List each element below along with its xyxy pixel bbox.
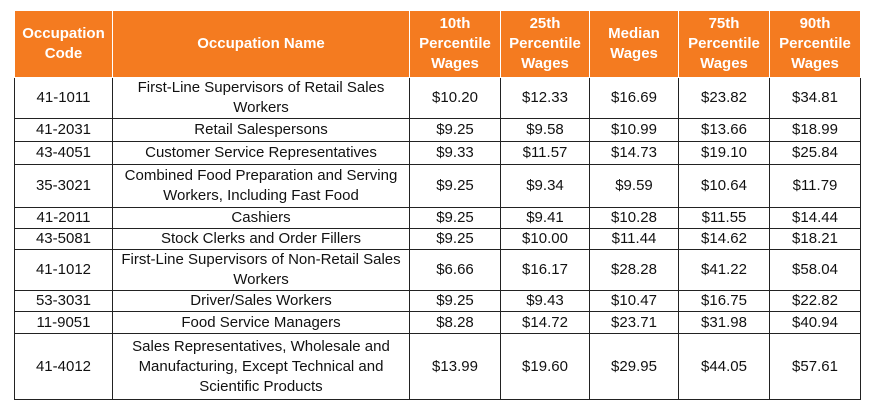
p10-wage-cell: $13.99 [409, 333, 501, 400]
p10-wage-cell: $9.33 [409, 141, 501, 165]
p90-wage-cell: $22.82 [769, 290, 861, 312]
p90-wage-cell: $18.99 [769, 118, 861, 142]
occupation-name-cell: Customer Service Representatives [112, 141, 410, 165]
p25-wage-cell: $10.00 [500, 228, 590, 250]
table-row: 43-4051 Customer Service Representatives $… [14, 141, 861, 165]
p90-wage-cell: $25.84 [769, 141, 861, 165]
header-median: Median Wages [589, 10, 679, 78]
p10-wage-cell: $6.66 [409, 249, 501, 291]
median-wage-cell: $10.99 [589, 118, 679, 142]
p25-wage-cell: $9.34 [500, 164, 590, 208]
occupation-name-cell: Retail Salespersons [112, 118, 410, 142]
table-row: 11-9051 Food Service Managers $8.28 $14.72 $… [14, 311, 861, 334]
median-wage-cell: $29.95 [589, 333, 679, 400]
table-row: 41-2011 Cashiers $9.25 $9.41 $10.28 $11.55 $14… [14, 207, 861, 229]
table-row: 35-3021 Combined Food Preparation and Ser… [14, 164, 861, 208]
table-body: 41-1011 First-Line Supervisors of Retail … [14, 77, 861, 400]
table-row: 43-5081 Stock Clerks and Order Fillers $9.… [14, 228, 861, 250]
header-90th-percentile: 90th Percentile Wages [769, 10, 861, 78]
occupation-name-cell: Sales Representatives, Wholesale and Man… [112, 333, 410, 400]
p10-wage-cell: $9.25 [409, 118, 501, 142]
p75-wage-cell: $16.75 [678, 290, 770, 312]
median-wage-cell: $23.71 [589, 311, 679, 334]
p10-wage-cell: $10.20 [409, 77, 501, 119]
p25-wage-cell: $16.17 [500, 249, 590, 291]
p75-wage-cell: $11.55 [678, 207, 770, 229]
p10-wage-cell: $9.25 [409, 290, 501, 312]
header-10th-percentile: 10th Percentile Wages [409, 10, 501, 78]
p25-wage-cell: $14.72 [500, 311, 590, 334]
occupation-code-cell: 43-5081 [14, 228, 113, 250]
occupation-code-cell: 35-3021 [14, 164, 113, 208]
occupation-code-cell: 43-4051 [14, 141, 113, 165]
p10-wage-cell: $9.25 [409, 164, 501, 208]
p75-wage-cell: $44.05 [678, 333, 770, 400]
p10-wage-cell: $9.25 [409, 228, 501, 250]
table-row: 41-1011 First-Line Supervisors of Retail … [14, 77, 861, 119]
occupation-name-cell: Combined Food Preparation and Serving Wo… [112, 164, 410, 208]
p75-wage-cell: $10.64 [678, 164, 770, 208]
table-row: 41-4012 Sales Representatives, Wholesale … [14, 333, 861, 400]
table-row: 53-3031 Driver/Sales Workers $9.25 $9.43 $10… [14, 290, 861, 312]
p25-wage-cell: $9.43 [500, 290, 590, 312]
header-occupation-code: Occupation Code [14, 10, 113, 78]
median-wage-cell: $10.47 [589, 290, 679, 312]
occupation-code-cell: 11-9051 [14, 311, 113, 334]
occupation-name-cell: First-Line Supervisors of Non-Retail Sal… [112, 249, 410, 291]
occupation-name-cell: First-Line Supervisors of Retail Sales W… [112, 77, 410, 119]
p25-wage-cell: $9.58 [500, 118, 590, 142]
p25-wage-cell: $9.41 [500, 207, 590, 229]
occupation-name-cell: Food Service Managers [112, 311, 410, 334]
p90-wage-cell: $18.21 [769, 228, 861, 250]
occupation-name-cell: Driver/Sales Workers [112, 290, 410, 312]
p75-wage-cell: $19.10 [678, 141, 770, 165]
p75-wage-cell: $31.98 [678, 311, 770, 334]
occupation-code-cell: 53-3031 [14, 290, 113, 312]
p25-wage-cell: $12.33 [500, 77, 590, 119]
median-wage-cell: $10.28 [589, 207, 679, 229]
median-wage-cell: $11.44 [589, 228, 679, 250]
p75-wage-cell: $23.82 [678, 77, 770, 119]
p75-wage-cell: $41.22 [678, 249, 770, 291]
header-25th-percentile: 25th Percentile Wages [500, 10, 590, 78]
p10-wage-cell: $8.28 [409, 311, 501, 334]
median-wage-cell: $9.59 [589, 164, 679, 208]
occupation-code-cell: 41-1012 [14, 249, 113, 291]
p90-wage-cell: $34.81 [769, 77, 861, 119]
p25-wage-cell: $11.57 [500, 141, 590, 165]
p75-wage-cell: $13.66 [678, 118, 770, 142]
wages-table: Occupation Code Occupation Name 10th Perce… [14, 10, 861, 400]
p90-wage-cell: $40.94 [769, 311, 861, 334]
table-row: 41-2031 Retail Salespersons $9.25 $9.58 $10.… [14, 118, 861, 142]
p10-wage-cell: $9.25 [409, 207, 501, 229]
occupation-code-cell: 41-2031 [14, 118, 113, 142]
median-wage-cell: $16.69 [589, 77, 679, 119]
p25-wage-cell: $19.60 [500, 333, 590, 400]
occupation-name-cell: Stock Clerks and Order Fillers [112, 228, 410, 250]
table-row: 41-1012 First-Line Supervisors of Non-Ret… [14, 249, 861, 291]
median-wage-cell: $28.28 [589, 249, 679, 291]
occupation-code-cell: 41-2011 [14, 207, 113, 229]
p90-wage-cell: $11.79 [769, 164, 861, 208]
p90-wage-cell: $57.61 [769, 333, 861, 400]
occupation-name-cell: Cashiers [112, 207, 410, 229]
header-occupation-name: Occupation Name [112, 10, 410, 78]
header-75th-percentile: 75th Percentile Wages [678, 10, 770, 78]
header-row: Occupation Code Occupation Name 10th Perce… [14, 10, 861, 78]
p90-wage-cell: $14.44 [769, 207, 861, 229]
p75-wage-cell: $14.62 [678, 228, 770, 250]
occupation-code-cell: 41-1011 [14, 77, 113, 119]
occupation-code-cell: 41-4012 [14, 333, 113, 400]
median-wage-cell: $14.73 [589, 141, 679, 165]
p90-wage-cell: $58.04 [769, 249, 861, 291]
